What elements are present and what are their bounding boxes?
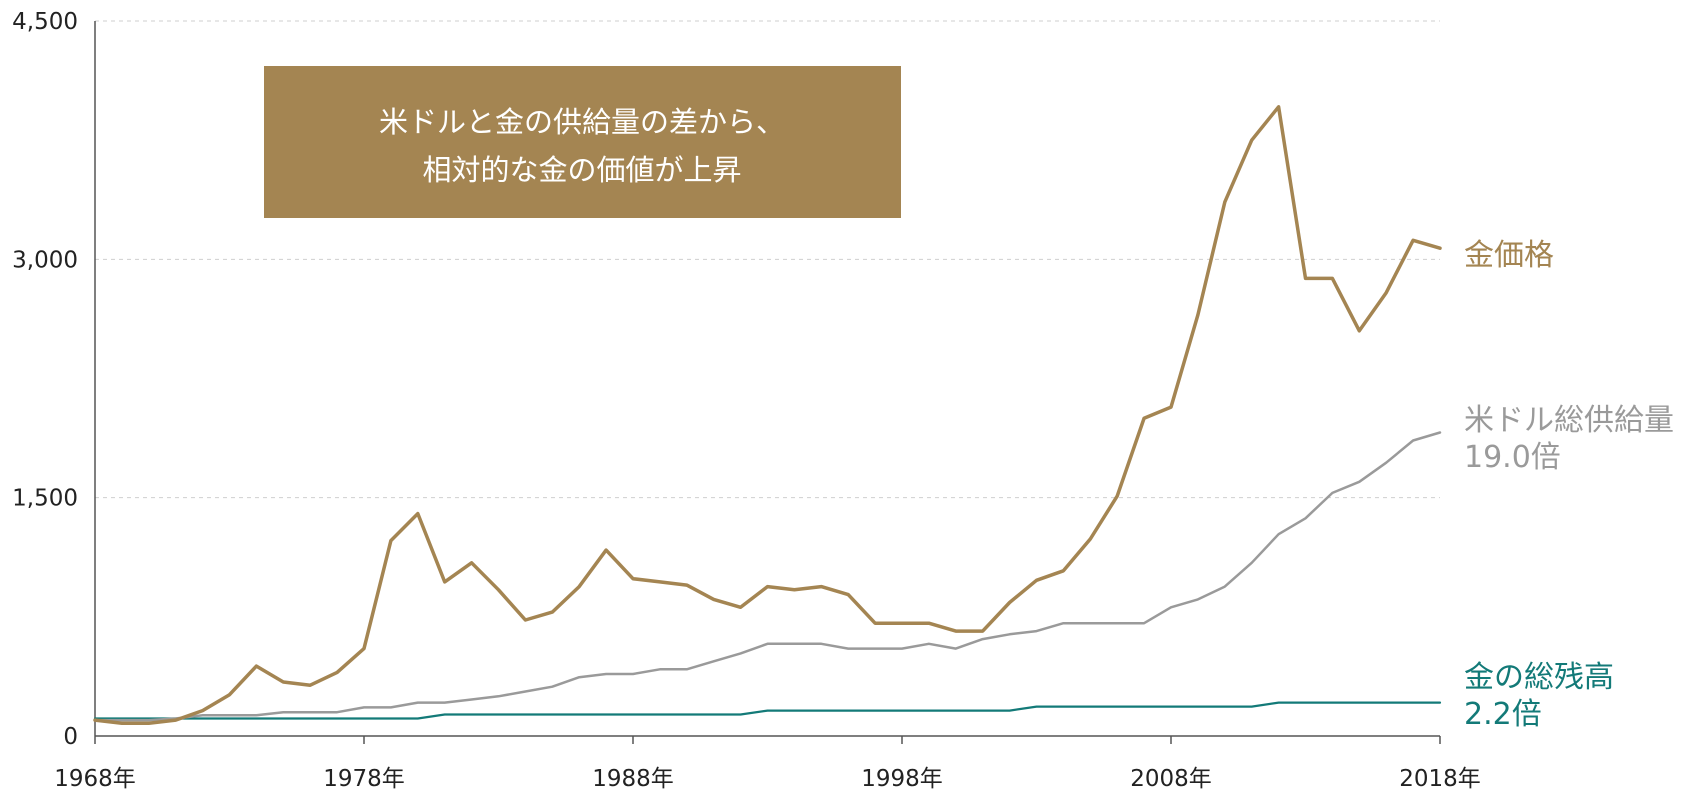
x-tick-label: 1998年: [861, 766, 943, 792]
series-label-gold-price: 金価格: [1464, 238, 1554, 273]
series-label-usd-supply: 19.0倍: [1464, 440, 1561, 475]
series-line-gold-price: [93, 105, 1442, 726]
tick-labels: 0 1,500 3,000 4,500 1968年 1978年 1988年 1998年 2008…: [12, 9, 1481, 792]
x-tick-label: 2018年: [1399, 766, 1481, 792]
series-lines: [93, 105, 1442, 726]
series-label-gold-stock: 金の総残高: [1464, 660, 1614, 695]
series-line-gold-stock: [93, 701, 1442, 720]
x-tick-label: 1988年: [592, 766, 674, 792]
annotation-line-2: 相対的な金の価値が上昇: [422, 153, 741, 187]
series-line-usd-supply: [93, 431, 1442, 722]
series-label-gold-stock: 2.2倍: [1464, 697, 1542, 732]
x-tick-label: 2008年: [1130, 766, 1212, 792]
y-tick-label: 3,000: [12, 247, 78, 273]
x-tick-label: 1978年: [323, 766, 405, 792]
series-label-usd-supply: 米ドル総供給量: [1464, 403, 1674, 438]
axes: [94, 21, 1441, 744]
x-tick-label: 1968年: [54, 766, 136, 792]
annotation-background: [264, 66, 901, 218]
y-tick-label: 4,500: [12, 9, 78, 35]
annotation-line-1: 米ドルと金の供給量の差から、: [379, 105, 785, 139]
gridlines: [95, 20, 1440, 499]
y-tick-label: 1,500: [12, 486, 78, 512]
annotation-box: 米ドルと金の供給量の差から、 相対的な金の価値が上昇: [264, 66, 901, 218]
y-tick-label: 0: [63, 724, 78, 750]
